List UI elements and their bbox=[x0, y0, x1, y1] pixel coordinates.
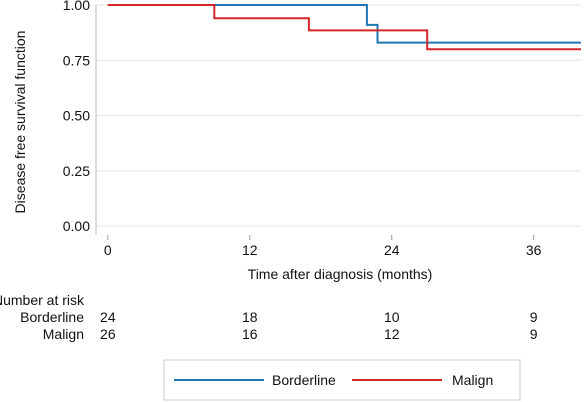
grid-layer bbox=[96, 4, 581, 227]
x-axis-title: Time after diagnosis (months) bbox=[248, 266, 433, 282]
series-layer bbox=[107, 4, 581, 51]
series-line-malign bbox=[107, 4, 581, 51]
labels-layer: Disease free survival function Time afte… bbox=[12, 31, 432, 282]
risk-row-label: Borderline bbox=[20, 309, 84, 325]
y-tick-label: 0.50 bbox=[63, 108, 90, 124]
y-tick-label: 0.25 bbox=[63, 163, 90, 179]
y-tick-label: 0.00 bbox=[63, 218, 90, 234]
risk-value: 9 bbox=[530, 309, 538, 325]
x-tick-label: 0 bbox=[104, 242, 112, 258]
risk-table: Number at risk Borderline 24 18 10 9 Malign 26… bbox=[0, 292, 538, 342]
risk-value: 26 bbox=[100, 326, 116, 342]
axes-layer: 0.00 0.25 0.50 0.75 1.00 0 12 24 36 bbox=[63, 0, 542, 258]
risk-value: 16 bbox=[242, 326, 258, 342]
x-tick-label: 12 bbox=[242, 242, 258, 258]
legend-label: Malign bbox=[452, 372, 493, 388]
legend: Borderline Malign bbox=[163, 359, 521, 401]
risk-value: 12 bbox=[384, 326, 400, 342]
risk-row-label: Malign bbox=[43, 326, 84, 342]
legend-label: Borderline bbox=[272, 372, 336, 388]
risk-value: 9 bbox=[530, 326, 538, 342]
risk-value: 18 bbox=[242, 309, 258, 325]
y-tick-label: 1.00 bbox=[63, 0, 90, 13]
risk-value: 24 bbox=[100, 309, 116, 325]
risk-table-title: Number at risk bbox=[0, 292, 85, 308]
y-tick-label: 0.75 bbox=[63, 52, 90, 68]
x-tick-label: 36 bbox=[526, 242, 542, 258]
x-tick-label: 24 bbox=[384, 242, 400, 258]
risk-value: 10 bbox=[384, 309, 400, 325]
series-line-borderline bbox=[107, 4, 581, 44]
y-axis-title: Disease free survival function bbox=[12, 31, 28, 214]
